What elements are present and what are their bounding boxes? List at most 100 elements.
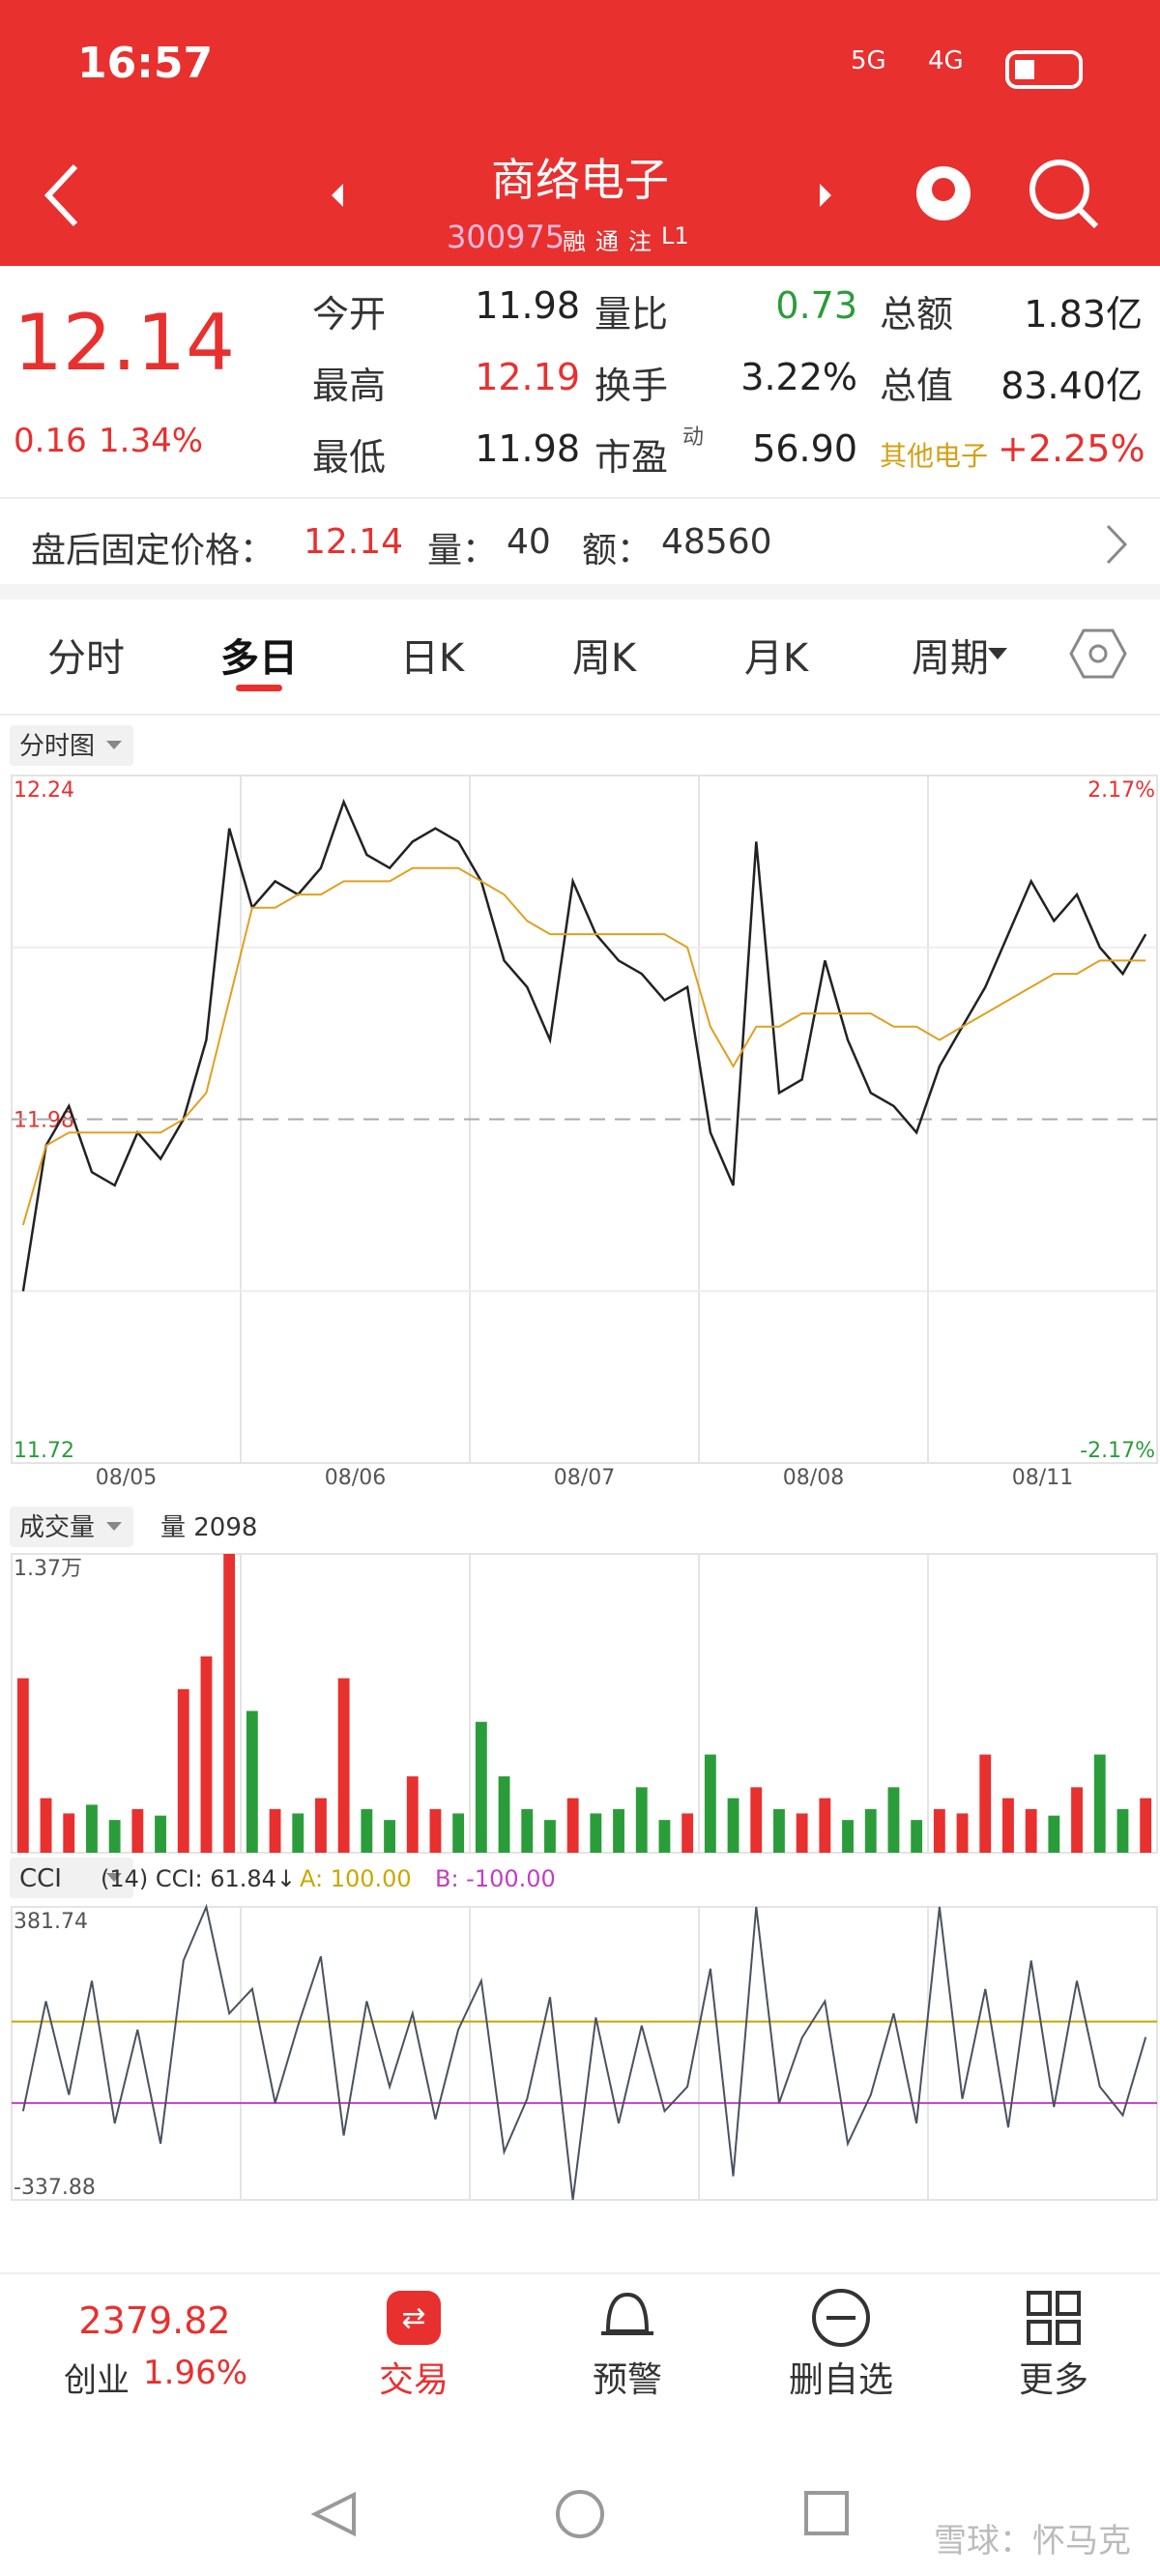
label: 量：: [427, 531, 498, 571]
x-tick-label: 08/11: [1012, 1466, 1073, 1490]
volume-bar: [933, 1808, 945, 1853]
tag: L1: [661, 222, 689, 249]
stat-label: 总额: [880, 293, 954, 336]
stat-label: 最低: [312, 436, 387, 479]
volume-bar: [475, 1721, 487, 1853]
stat-value: 12.19: [475, 356, 580, 398]
volume-bar: [864, 1808, 877, 1853]
y-tick-label: 381.74: [14, 1910, 88, 1934]
volume-bar: [750, 1787, 763, 1853]
pe-note: 动: [682, 425, 705, 450]
volume-bar: [361, 1808, 373, 1853]
volume-bar: [1093, 1754, 1106, 1853]
sys-home[interactable]: [556, 2490, 604, 2538]
nav-item[interactable]: 更多: [1018, 2360, 1088, 2400]
y2-tick-label: 2.17%: [1088, 778, 1155, 803]
volume-bar: [40, 1798, 52, 1853]
volume-bar: [773, 1808, 785, 1853]
panel-title: 成交量: [19, 1513, 95, 1542]
volume-bar: [658, 1820, 671, 1853]
volume-bar: [979, 1754, 992, 1853]
search-button[interactable]: [1030, 160, 1089, 220]
y-tick-label: 11.72: [14, 1439, 74, 1463]
index-value: 2379.82: [78, 2299, 231, 2342]
svg-text:⇄: ⇄: [401, 2301, 425, 2335]
back-button[interactable]: [44, 163, 78, 227]
panel-title: CCI: [19, 1864, 62, 1893]
volume-now: 量 2098: [160, 1513, 257, 1542]
settings-icon[interactable]: [1069, 627, 1127, 681]
nav-item[interactable]: 交易: [378, 2360, 449, 2400]
tab[interactable]: 月K: [743, 636, 809, 681]
stat-value: +2.25%: [998, 427, 1146, 470]
volume-bar: [406, 1776, 419, 1853]
volume-bar: [704, 1754, 716, 1853]
last-price: 12.14: [14, 298, 236, 388]
tag: 通: [595, 228, 619, 255]
volume-bar: [1071, 1787, 1083, 1853]
value: 12.14: [304, 522, 404, 562]
volume-bar: [956, 1813, 969, 1853]
volume-bar: [384, 1820, 395, 1853]
volume-bar: [635, 1787, 648, 1853]
panel-label-bg: [10, 725, 133, 766]
volume-bar: [498, 1776, 510, 1853]
volume-bar: [682, 1813, 694, 1853]
panel-label-bg: [10, 1858, 133, 1898]
series-line: [21, 798, 1147, 1292]
x-tick-label: 08/07: [554, 1466, 615, 1490]
nav-item[interactable]: 预警: [592, 2360, 662, 2400]
stat-label: 今开: [312, 293, 387, 336]
volume-bar: [269, 1808, 281, 1853]
volume-bar: [155, 1815, 166, 1853]
chevron: [1106, 524, 1128, 565]
sys-recent[interactable]: [804, 2491, 849, 2535]
volume-bar: [246, 1711, 258, 1853]
y-tick-label: 1.37万: [14, 1557, 82, 1581]
tab[interactable]: 周K: [571, 636, 637, 681]
nav-icons: ⇄: [387, 2289, 1081, 2347]
dropdown-arrow: [106, 741, 122, 749]
stat-value: 83.40亿: [1000, 365, 1143, 407]
nav-item[interactable]: 删自选: [788, 2360, 893, 2400]
volume-bar: [727, 1798, 740, 1853]
series-line: [21, 1903, 1147, 2201]
price-change-pct: 1.34%: [99, 422, 204, 460]
plot-frame: [11, 1906, 1158, 2201]
price-change: 0.16: [14, 422, 87, 460]
tab[interactable]: 日K: [399, 636, 465, 681]
stat-value: 11.98: [475, 284, 580, 327]
stat-value: 3.22%: [740, 356, 857, 398]
indicator-params: (14) CCI: 61.84↓: [101, 1865, 296, 1892]
volume-bar: [613, 1808, 624, 1853]
stat-value: 11.98: [475, 427, 580, 470]
tab[interactable]: 多日: [220, 636, 298, 681]
volume-bar: [223, 1554, 236, 1853]
status-net: 5G: [851, 46, 886, 75]
sys-back[interactable]: [310, 2491, 356, 2537]
tag: 融: [563, 228, 586, 255]
tag: 注: [628, 228, 652, 255]
volume-bar: [452, 1813, 465, 1853]
series-line: [21, 866, 1146, 1226]
volume-bar: [86, 1804, 98, 1853]
value: 48560: [661, 522, 772, 562]
status-net: 4G: [928, 46, 964, 75]
tab[interactable]: 分时: [47, 636, 125, 681]
stat-value: 1.83亿: [1024, 293, 1143, 336]
volume-bar: [911, 1820, 923, 1853]
volume-bar: [1048, 1815, 1060, 1853]
volume-bar: [521, 1808, 534, 1853]
x-tick-label: 08/05: [96, 1466, 157, 1490]
divider: [0, 2272, 1160, 2274]
tab-indicator: [236, 685, 282, 691]
volume-bar: [887, 1787, 900, 1853]
volume-bar: [200, 1656, 213, 1853]
dropdown-arrow: [988, 648, 1007, 659]
watermark: 雪球：怀马克: [934, 2522, 1131, 2561]
tab[interactable]: 周期: [912, 636, 989, 681]
stock-name: 商络电子: [491, 154, 669, 206]
volume-bar: [131, 1808, 144, 1853]
divider: [0, 714, 1160, 716]
